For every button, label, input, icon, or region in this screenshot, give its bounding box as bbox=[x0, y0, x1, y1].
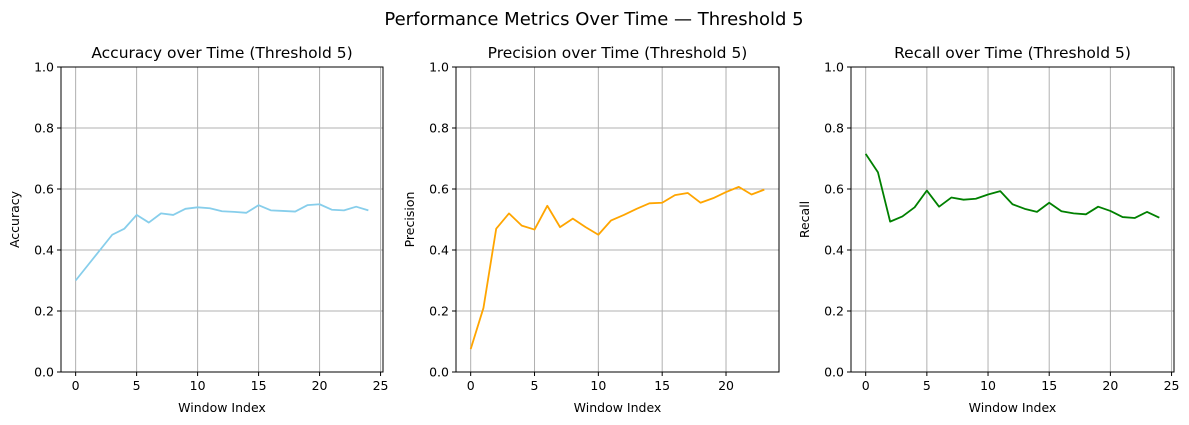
y-tick-label: 0.8 bbox=[429, 121, 449, 136]
x-tick-label: 10 bbox=[590, 378, 606, 393]
x-axis-label: Window Index bbox=[969, 400, 1057, 415]
chart-panel-3: 0 5 10 15 20 25 0.0 0.2 0.4 0.6 0.8 1.0 Recall over … bbox=[797, 44, 1180, 415]
y-tick-label: 0.2 bbox=[34, 304, 54, 319]
x-tick-label: 10 bbox=[190, 378, 206, 393]
y-tick-label: 0.4 bbox=[34, 243, 54, 258]
y-tick-label: 0.4 bbox=[429, 243, 449, 258]
x-tick-label: 20 bbox=[718, 378, 734, 393]
y-axis-label: Recall bbox=[797, 201, 812, 238]
y-tick-label: 0.8 bbox=[34, 121, 54, 136]
figure-suptitle: Performance Metrics Over Time — Threshol… bbox=[384, 9, 803, 30]
y-tick-label: 0.6 bbox=[824, 182, 844, 197]
x-tick-label: 25 bbox=[1164, 378, 1180, 393]
x-tick-label: 15 bbox=[251, 378, 267, 393]
y-tick-label: 1.0 bbox=[429, 60, 449, 75]
x-axis-label: Window Index bbox=[178, 400, 266, 415]
x-tick-label: 15 bbox=[654, 378, 670, 393]
y-tick-label: 0.4 bbox=[824, 243, 844, 258]
y-tick-label: 0.8 bbox=[824, 121, 844, 136]
x-tick-label: 5 bbox=[531, 378, 539, 393]
x-tick-label: 15 bbox=[1041, 378, 1057, 393]
x-tick-label: 10 bbox=[980, 378, 996, 393]
y-tick-label: 0.0 bbox=[34, 365, 54, 380]
series-line bbox=[74, 203, 369, 282]
x-tick-label: 5 bbox=[133, 378, 141, 393]
chart-title: Accuracy over Time (Threshold 5) bbox=[91, 44, 352, 62]
y-tick-label: 1.0 bbox=[34, 60, 54, 75]
axes-frame bbox=[850, 66, 1175, 373]
y-tick-label: 0.2 bbox=[824, 304, 844, 319]
panels: 0 5 10 15 20 25 0.0 0.2 0.4 0.6 0.8 1.0 Accuracy ove… bbox=[7, 44, 1180, 415]
y-tick-label: 0.0 bbox=[429, 365, 449, 380]
x-axis-label: Window Index bbox=[574, 400, 662, 415]
y-tick-label: 0.2 bbox=[429, 304, 449, 319]
x-tick-label: 25 bbox=[373, 378, 389, 393]
chart-title: Recall over Time (Threshold 5) bbox=[894, 44, 1131, 62]
x-tick-label: 0 bbox=[467, 378, 475, 393]
x-tick-label: 0 bbox=[72, 378, 80, 393]
axes-frame bbox=[60, 66, 384, 373]
y-tick-label: 0.0 bbox=[824, 365, 844, 380]
x-tick-label: 0 bbox=[862, 378, 870, 393]
x-tick-label: 20 bbox=[1102, 378, 1118, 393]
series-line bbox=[864, 153, 1160, 223]
axes-frame bbox=[455, 66, 780, 373]
y-tick-label: 1.0 bbox=[824, 60, 844, 75]
y-axis-label: Precision bbox=[402, 192, 417, 248]
x-tick-label: 5 bbox=[923, 378, 931, 393]
chart-panel-2: 0 5 10 15 20 0.0 0.2 0.4 0.6 0.8 1.0 Precision over… bbox=[402, 44, 780, 415]
y-tick-label: 0.6 bbox=[429, 182, 449, 197]
chart-panel-1: 0 5 10 15 20 25 0.0 0.2 0.4 0.6 0.8 1.0 Accuracy ove… bbox=[7, 44, 389, 415]
y-axis-label: Accuracy bbox=[7, 190, 22, 248]
chart-title: Precision over Time (Threshold 5) bbox=[488, 44, 748, 62]
series-line bbox=[469, 185, 765, 350]
y-tick-label: 0.6 bbox=[34, 182, 54, 197]
x-tick-label: 20 bbox=[312, 378, 328, 393]
